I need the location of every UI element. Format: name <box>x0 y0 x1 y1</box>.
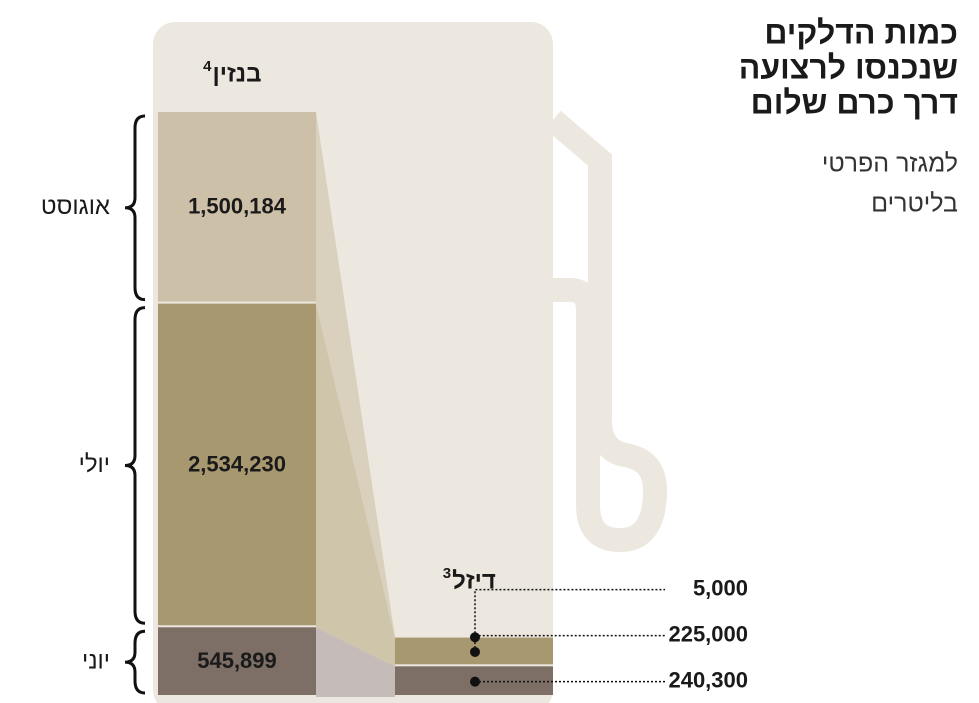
footnote-mark: 4 <box>203 58 212 75</box>
chart-subtitle: בליטרים <box>871 190 958 218</box>
connector <box>316 303 395 667</box>
bar-segment <box>158 303 316 626</box>
chart-title: דרך כרם שלום <box>751 84 958 120</box>
value-label: 1,500,184 <box>188 194 287 219</box>
footnote-mark: 3 <box>443 565 451 582</box>
month-label: אוגוסט <box>41 193 110 220</box>
value-label: 545,899 <box>197 648 277 673</box>
bar-name: בנזין <box>213 60 262 87</box>
chart-title: כמות הדלקים <box>764 14 958 50</box>
chart-subtitle: למגזר הפרטי <box>822 150 958 178</box>
brace <box>124 306 146 625</box>
brace <box>124 629 146 695</box>
value-label: 225,000 <box>668 621 748 646</box>
connector <box>316 627 395 697</box>
month-label: יולי <box>79 451 110 478</box>
value-label: 5,000 <box>693 575 748 600</box>
chart-title: שנכנסו לרצועה <box>739 49 958 85</box>
month-label: יוני <box>82 647 110 674</box>
bar-segment <box>158 627 316 695</box>
value-label: 240,300 <box>668 667 748 692</box>
bar-segment <box>158 112 316 302</box>
brace <box>124 114 146 302</box>
connector <box>316 112 395 638</box>
value-label: 2,534,230 <box>188 451 286 476</box>
